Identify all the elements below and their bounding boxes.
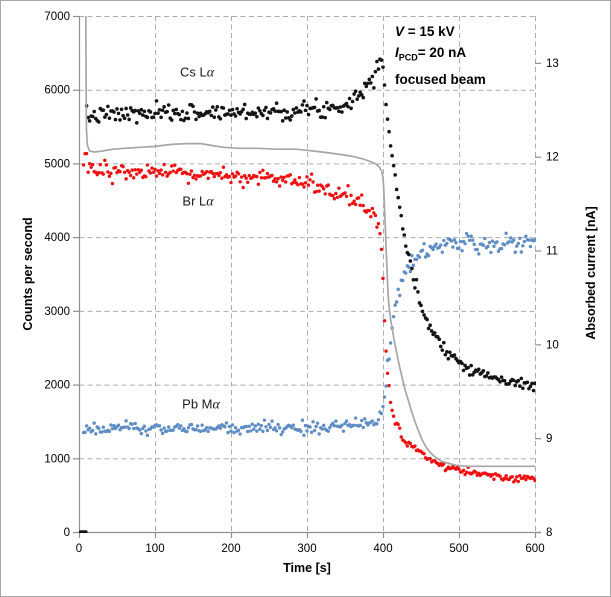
y-left-tick-label: 3000 [44,306,70,318]
y-left-tick-label: 1000 [44,453,70,465]
x-tick-label: 0 [76,543,82,555]
series-current-line [84,15,535,468]
y-left-tick-label: 4000 [44,232,70,244]
y-right-tick-label: 10 [546,339,559,351]
y-right-tick-label: 8 [546,527,552,539]
y-right-tick-label: 13 [546,58,559,70]
y-right-tick-label: 12 [546,152,559,164]
y-right-tick-label: 11 [546,246,558,258]
series-pb-dots [81,231,536,438]
gridlines [79,16,536,532]
y-left-tick-label: 7000 [44,11,70,23]
y-left-tick-label: 0 [64,527,70,539]
series-br-dots [81,151,536,484]
x-tick-label: 600 [525,543,544,555]
y-right-tick-label: 9 [546,433,552,445]
y-left-tick-label: 5000 [44,158,70,170]
x-tick-label: 100 [145,543,164,555]
x-tick-label: 400 [373,543,392,555]
tick-labels: 0 1000 2000 3000 4000 5000 6000 7000 0 100 200 300 4… [44,11,558,555]
tick-marks [73,15,541,538]
y-left-tick-label: 6000 [44,85,70,97]
x-tick-label: 300 [297,543,316,555]
x-tick-label: 200 [221,543,240,555]
axes [78,16,541,534]
x-tick-label: 500 [449,543,468,555]
y-left-tick-label: 2000 [44,380,70,392]
series-cs-dots [79,57,536,533]
